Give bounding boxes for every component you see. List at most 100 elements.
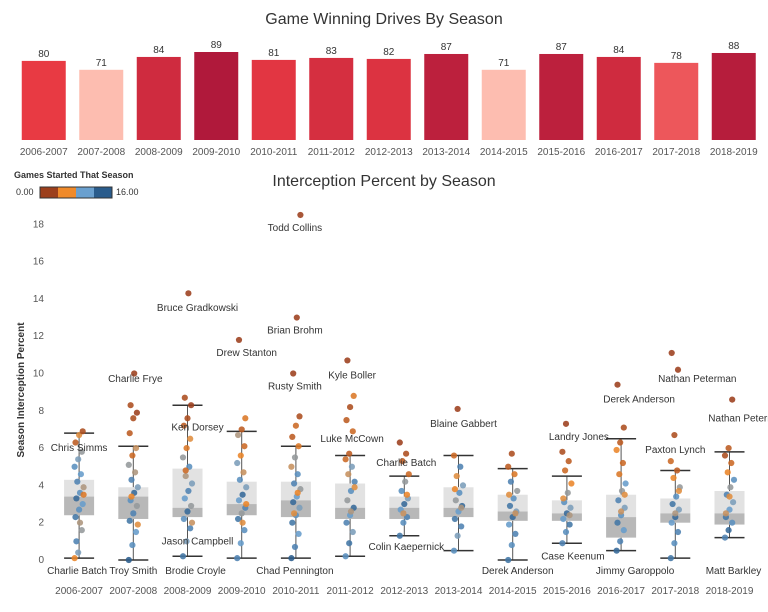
data-point — [343, 519, 350, 526]
box-lower — [226, 504, 257, 516]
data-point — [615, 497, 622, 504]
data-point — [730, 476, 738, 483]
data-point — [402, 478, 409, 485]
data-point — [79, 500, 86, 508]
data-point — [296, 413, 303, 420]
data-point — [236, 476, 243, 483]
data-point — [567, 504, 574, 511]
data-point — [622, 480, 629, 487]
y-tick-label: 6 — [38, 443, 44, 454]
legend-frame — [39, 186, 113, 199]
data-point — [506, 521, 513, 528]
data-point — [77, 471, 84, 478]
box-upper — [606, 494, 637, 518]
data-point — [234, 555, 241, 562]
bar-category-label: 2017-2018 — [652, 147, 700, 158]
data-point — [511, 471, 518, 478]
bar-2013-2014 — [424, 53, 469, 141]
bar-2017-2018 — [654, 62, 699, 140]
point-annotation: Todd Collins — [268, 223, 322, 234]
box-upper — [660, 498, 691, 514]
point-annotation: Brian Brohm — [267, 326, 323, 337]
bar-value-label: 87 — [556, 42, 568, 53]
bar-value-label: 88 — [728, 41, 740, 52]
data-point — [721, 452, 729, 459]
box-lower — [118, 496, 149, 519]
data-point — [72, 514, 79, 521]
data-point — [450, 452, 458, 459]
data-point — [291, 543, 299, 551]
data-point — [351, 484, 358, 491]
data-point — [675, 487, 683, 495]
y-tick-label: 16 — [33, 257, 45, 268]
data-point — [132, 528, 140, 536]
scatter-category-label: 2012-2013 — [380, 586, 428, 597]
scatter-category-label: 2013-2014 — [435, 586, 483, 597]
data-point — [674, 467, 681, 474]
data-point — [351, 478, 358, 485]
y-axis-label: Season Interception Percent — [16, 322, 27, 458]
scatter-category-label: 2011-2012 — [327, 586, 375, 597]
data-point — [76, 519, 84, 526]
data-point — [617, 538, 624, 545]
data-point — [291, 480, 298, 487]
data-point — [347, 403, 354, 411]
data-point — [560, 515, 567, 523]
scatter-chart: 0 2 4 6 8 10 12 14 16 18 2006-2007 2007-2008 2008-20… — [33, 211, 768, 597]
data-point — [72, 439, 79, 446]
data-point — [293, 314, 300, 321]
scatter-category-label: 2014-2015 — [489, 586, 537, 597]
data-point — [235, 431, 242, 439]
data-point — [132, 445, 140, 452]
scatter-category-label: 2009-2010 — [218, 586, 266, 597]
data-point — [78, 527, 85, 534]
data-point — [291, 454, 299, 461]
bar-value-label: 82 — [383, 47, 395, 58]
data-point — [508, 541, 515, 549]
data-point — [129, 452, 136, 459]
scatter-category-label: 2007-2008 — [109, 586, 157, 597]
point-annotation: Matt Barkley — [706, 566, 762, 577]
box-upper — [443, 487, 474, 508]
data-point — [562, 420, 570, 427]
point-annotation: Blaine Gabbert — [430, 419, 497, 430]
data-point — [295, 443, 302, 450]
data-point — [396, 532, 403, 539]
data-point — [346, 540, 353, 547]
data-point — [668, 349, 675, 357]
box-upper — [64, 479, 95, 497]
color-legend[interactable]: Games Started That Season 0.00 16.00 — [14, 170, 139, 199]
data-point — [450, 547, 458, 554]
data-point — [507, 478, 514, 485]
data-point — [566, 512, 573, 519]
data-point — [182, 472, 189, 480]
data-point — [294, 471, 301, 478]
data-point — [730, 499, 737, 506]
data-point — [181, 394, 188, 401]
data-point — [239, 519, 246, 526]
data-point — [344, 497, 351, 504]
data-point — [613, 446, 620, 454]
bar-2011-2012 — [309, 57, 354, 140]
bar-2008-2009 — [136, 56, 181, 141]
data-point — [562, 528, 570, 536]
scatter-category-label: 2010-2011 — [272, 586, 320, 597]
data-point — [673, 493, 680, 500]
point-annotation: Rusty Smith — [268, 382, 322, 393]
bar-value-label: 84 — [613, 45, 625, 56]
box-lower — [64, 496, 95, 516]
data-point — [237, 540, 244, 547]
data-point — [614, 519, 621, 526]
data-point — [184, 415, 191, 422]
data-point — [565, 458, 572, 465]
data-point — [71, 463, 78, 470]
data-point — [289, 433, 296, 441]
data-point — [350, 392, 357, 399]
data-point — [671, 540, 678, 547]
data-point — [288, 555, 295, 562]
data-point — [290, 499, 297, 506]
legend-swatch — [40, 187, 58, 198]
y-tick-label: 8 — [38, 406, 44, 417]
box-lower — [606, 517, 637, 538]
